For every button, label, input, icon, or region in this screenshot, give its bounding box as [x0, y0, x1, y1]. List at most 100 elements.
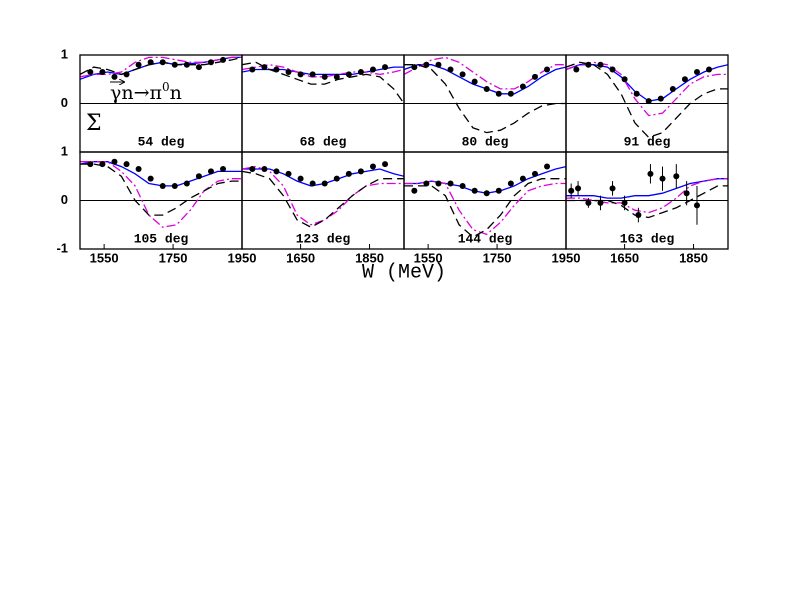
data-point: [568, 187, 575, 194]
data-point: [135, 61, 142, 68]
panel-label: 91 deg: [624, 134, 671, 149]
data-point: [531, 73, 538, 80]
data-point: [609, 66, 616, 73]
data-point: [471, 187, 478, 194]
data-point: [382, 64, 389, 71]
data-point: [645, 98, 652, 105]
panel: 1650 1850 123 deg: [241, 151, 405, 265]
curves: [404, 56, 566, 134]
data-point: [345, 170, 352, 177]
x-tick-label: 1850: [355, 250, 384, 265]
curve: [404, 165, 566, 194]
data-point: [673, 173, 680, 180]
data-point: [87, 161, 94, 168]
data-point: [261, 64, 268, 71]
x-tick-label: 1750: [483, 250, 512, 265]
data-point: [585, 199, 592, 206]
data-point: [575, 185, 582, 192]
data-point: [659, 175, 666, 182]
data-point: [495, 90, 502, 97]
x-tick-label: 1750: [159, 250, 188, 265]
data-point: [507, 90, 514, 97]
curve: [566, 61, 728, 117]
curve: [404, 178, 566, 238]
data-point: [195, 173, 202, 180]
data-point: [531, 170, 538, 177]
curve: [404, 180, 566, 236]
data-point: [207, 59, 214, 66]
data-point: [309, 180, 316, 187]
data-point: [423, 61, 430, 68]
data-point: [633, 90, 640, 97]
panel-label: 123 deg: [296, 231, 351, 246]
panel-label: 163 deg: [620, 231, 675, 246]
x-tick-label: 1550: [414, 250, 443, 265]
reaction: γn→π0n: [110, 80, 182, 105]
data-point: [471, 78, 478, 85]
curve: [242, 61, 404, 104]
curves: [566, 178, 728, 219]
data-point: [111, 73, 118, 80]
curves: [80, 161, 242, 228]
x-tick-label: 1950: [228, 250, 257, 265]
data-point: [681, 76, 688, 83]
data-point: [621, 76, 628, 83]
panel: -1 0 1 1550 1750 1950 105 deg: [56, 143, 256, 265]
data-point: [147, 59, 154, 66]
panel-label: 105 deg: [134, 231, 189, 246]
data-point: [220, 165, 227, 172]
data-point: [309, 71, 316, 78]
curve: [566, 61, 728, 139]
data-point: [261, 165, 268, 172]
data-point: [507, 180, 514, 187]
curves: [404, 165, 566, 238]
data-point: [135, 165, 142, 172]
data-point: [285, 68, 292, 75]
curve: [566, 64, 728, 102]
data-point: [357, 68, 364, 75]
data-point: [706, 66, 713, 73]
y-tick-label: -1: [56, 240, 68, 255]
data-point: [495, 187, 502, 194]
data-point: [693, 68, 700, 75]
curve: [242, 165, 404, 226]
y-tick-label: 0: [61, 95, 68, 110]
panel-frame: [565, 151, 729, 250]
data-point: [683, 190, 690, 197]
data-point: [519, 83, 526, 90]
data-point: [99, 161, 106, 168]
data-point: [609, 185, 616, 192]
data-point: [369, 66, 376, 73]
data-point: [99, 68, 106, 75]
data-point: [459, 71, 466, 78]
x-tick-label: 1850: [679, 250, 708, 265]
data-point: [435, 180, 442, 187]
data-point: [333, 175, 340, 182]
data-point: [382, 161, 389, 168]
data-point: [597, 61, 604, 68]
curve: [80, 161, 242, 228]
curve: [566, 185, 728, 219]
data-point: [183, 61, 190, 68]
data-point: [483, 85, 490, 92]
data-point: [220, 56, 227, 63]
y-tick-label: 0: [61, 192, 68, 207]
data-point: [544, 163, 551, 170]
panel: 1550 1750 1950 144 deg: [403, 151, 580, 265]
data-point: [693, 202, 700, 209]
curve: [80, 56, 242, 78]
data-point: [321, 73, 328, 80]
curve: [80, 163, 242, 216]
panel: 91 deg: [565, 54, 729, 153]
data-point: [519, 175, 526, 182]
data-point: [459, 182, 466, 189]
curve: [242, 64, 404, 78]
x-tick-label: 1650: [610, 250, 639, 265]
data-point: [573, 66, 580, 73]
data-point: [249, 66, 256, 73]
data-point: [435, 61, 442, 68]
data-point: [159, 59, 166, 66]
data-point: [357, 168, 364, 175]
curve: [404, 56, 566, 90]
